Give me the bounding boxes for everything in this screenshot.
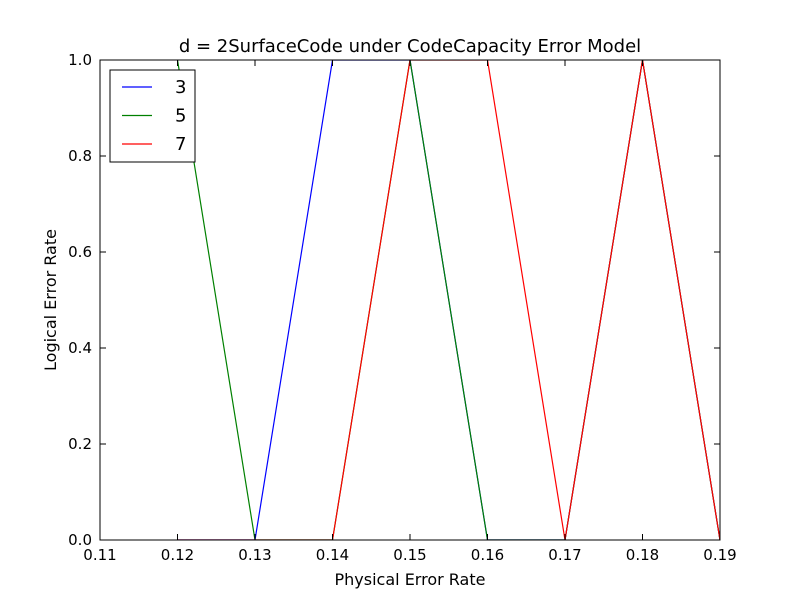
legend-label: 3 [175,77,186,98]
y-tick-label: 0.6 [68,243,92,261]
legend: 3 5 7 [109,69,196,163]
x-tick-label: 0.16 [471,546,504,564]
x-tick-label: 0.12 [161,546,194,564]
y-tick-label: 0.0 [68,531,92,549]
x-axis-ticks: 0.11 0.12 0.13 0.14 0.15 0.16 0.17 0.18 0.19 [83,60,737,564]
x-tick-label: 0.13 [238,546,271,564]
y-tick-label: 0.8 [68,147,92,165]
series-layer [176,60,720,540]
legend-label: 5 [175,106,186,127]
x-tick-label: 0.14 [316,546,349,564]
y-axis-ticks: 0.0 0.2 0.4 0.6 0.8 1.0 [68,51,720,549]
x-tick-label: 0.17 [548,546,581,564]
legend-label: 7 [175,134,186,155]
y-tick-label: 0.4 [68,339,92,357]
y-tick-label: 0.2 [68,435,92,453]
chart-title: d = 2SurfaceCode under CodeCapacity Erro… [179,36,641,57]
x-tick-label: 0.11 [83,546,116,564]
y-tick-label: 1.0 [68,51,92,69]
y-axis-label: Logical Error Rate [41,229,60,371]
plot-area [100,60,720,540]
x-tick-label: 0.18 [626,546,659,564]
series-line-7 [177,60,720,540]
x-tick-label: 0.15 [393,546,426,564]
x-tick-label: 0.19 [703,546,736,564]
x-axis-label: Physical Error Rate [335,570,486,589]
